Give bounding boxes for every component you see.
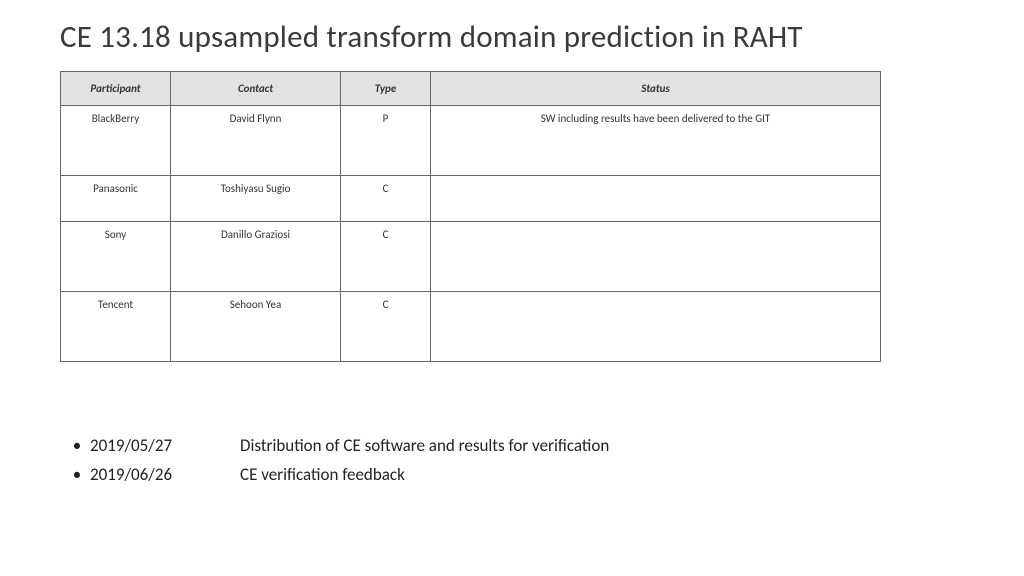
schedule-item: •2019/05/27Distribution of CE software a… [64, 432, 964, 461]
cell-type: C [341, 175, 431, 221]
schedule-date: 2019/06/26 [90, 461, 240, 490]
schedule-desc: CE verification feedback [240, 461, 964, 490]
col-header-participant: Participant [61, 71, 171, 105]
cell-contact: Sehoon Yea [171, 291, 341, 361]
cell-participant: Tencent [61, 291, 171, 361]
cell-contact: Toshiyasu Sugio [171, 175, 341, 221]
cell-contact: David Flynn [171, 105, 341, 175]
participants-table: Participant Contact Type Status BlackBer… [60, 71, 881, 362]
table-row: SonyDanillo GraziosiC [61, 221, 881, 291]
col-header-type: Type [341, 71, 431, 105]
table-row: TencentSehoon YeaC [61, 291, 881, 361]
cell-type: C [341, 221, 431, 291]
cell-participant: Sony [61, 221, 171, 291]
schedule-item: •2019/06/26CE verification feedback [64, 461, 964, 490]
table-row: BlackBerryDavid FlynnPSW including resul… [61, 105, 881, 175]
schedule-list: •2019/05/27Distribution of CE software a… [60, 432, 964, 490]
cell-status: SW including results have been delivered… [431, 105, 881, 175]
table-header-row: Participant Contact Type Status [61, 71, 881, 105]
cell-type: P [341, 105, 431, 175]
cell-participant: Panasonic [61, 175, 171, 221]
schedule-desc: Distribution of CE software and results … [240, 432, 964, 461]
col-header-contact: Contact [171, 71, 341, 105]
table-row: PanasonicToshiyasu SugioC [61, 175, 881, 221]
page-title: CE 13.18 upsampled transform domain pred… [60, 18, 964, 57]
bullet-icon: • [64, 461, 90, 490]
col-header-status: Status [431, 71, 881, 105]
cell-status [431, 221, 881, 291]
slide: CE 13.18 upsampled transform domain pred… [0, 0, 1024, 576]
cell-status [431, 291, 881, 361]
schedule-date: 2019/05/27 [90, 432, 240, 461]
cell-type: C [341, 291, 431, 361]
cell-contact: Danillo Graziosi [171, 221, 341, 291]
table-body: BlackBerryDavid FlynnPSW including resul… [61, 105, 881, 361]
cell-status [431, 175, 881, 221]
bullet-icon: • [64, 432, 90, 461]
cell-participant: BlackBerry [61, 105, 171, 175]
